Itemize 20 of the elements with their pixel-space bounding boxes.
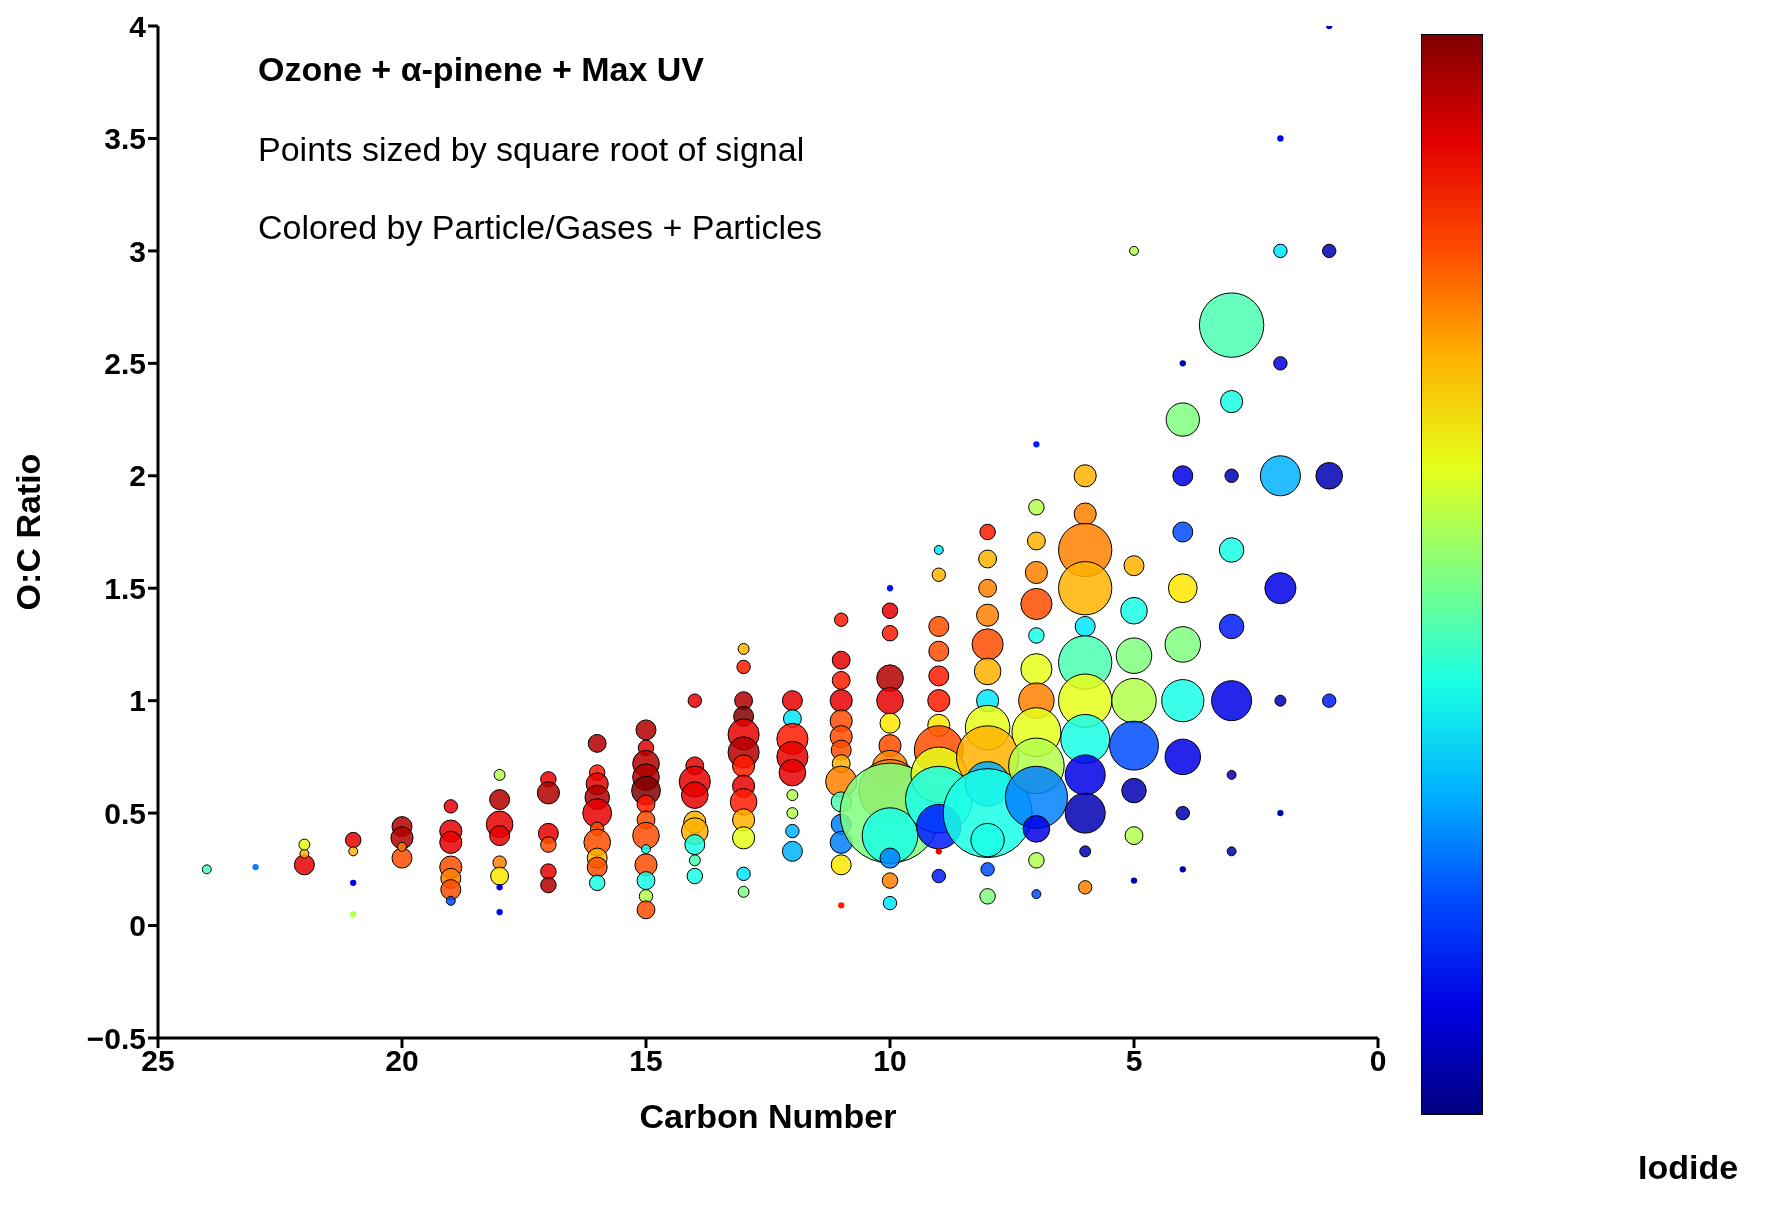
x-tick-label: 20 [385, 1044, 419, 1078]
annotation: Points sized by square root of signal [258, 130, 805, 169]
y-tick-label: 1.5 [104, 571, 146, 605]
y-tick-label: 2 [129, 459, 146, 493]
x-tick-label: 0 [1369, 1044, 1387, 1078]
y-tick-label: 1 [129, 684, 146, 718]
y-tick-label: 2.5 [104, 346, 146, 380]
text: Ozone + α-pinene + Max UV [258, 50, 705, 89]
y-tick-label: 0.5 [104, 796, 146, 830]
y-tick-label: 4 [129, 9, 147, 43]
x-axis-title: Carbon Number [639, 1097, 897, 1135]
x-tick-label: 5 [1125, 1044, 1143, 1078]
color-bar-title: Iodide [1638, 1148, 1739, 1187]
y-axis-title: O:C Ratio [9, 453, 48, 611]
annotation: Colored by Particle/Gases + Particles [258, 208, 823, 247]
y-tick-label: 0 [129, 909, 146, 943]
y-tick-label: 3 [129, 234, 146, 268]
y-tick-label: 3.5 [104, 122, 146, 156]
x-tick-label: 10 [873, 1044, 907, 1078]
x-tick-label: 15 [629, 1044, 663, 1078]
